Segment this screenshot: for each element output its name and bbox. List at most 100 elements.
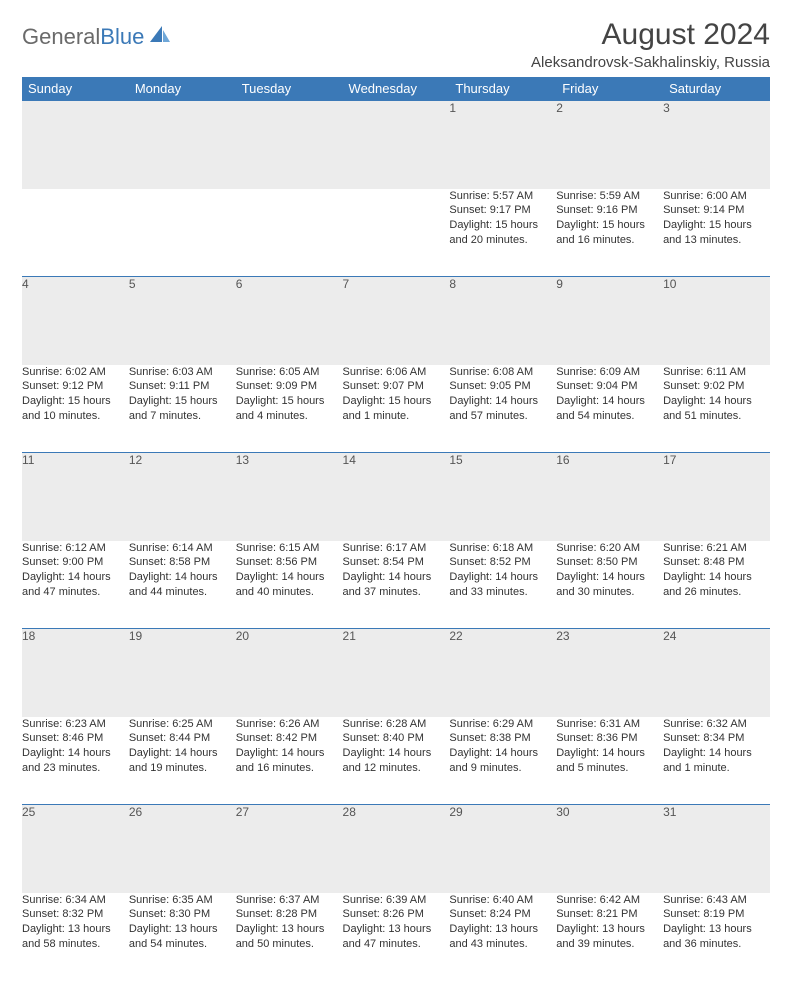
sunrise-label: Sunrise: 6:23 AM <box>22 718 106 730</box>
day-number-cell: 16 <box>556 453 663 541</box>
sunset-label: Sunset: 8:34 PM <box>663 732 744 744</box>
daylight-label: Daylight: 14 hours and 23 minutes. <box>22 747 111 774</box>
daylight-label: Daylight: 14 hours and 47 minutes. <box>22 571 111 598</box>
day-detail-row: Sunrise: 6:02 AMSunset: 9:12 PMDaylight:… <box>22 365 770 453</box>
sail-icon <box>148 24 174 50</box>
day-number-cell: 20 <box>236 629 343 717</box>
day-number-cell: 17 <box>663 453 770 541</box>
daylight-label: Daylight: 14 hours and 16 minutes. <box>236 747 325 774</box>
daylight-label: Daylight: 14 hours and 37 minutes. <box>343 571 432 598</box>
brand-part1: General <box>22 24 100 50</box>
day-detail-cell: Sunrise: 6:08 AMSunset: 9:05 PMDaylight:… <box>449 365 556 453</box>
day-detail-cell: Sunrise: 6:35 AMSunset: 8:30 PMDaylight:… <box>129 893 236 981</box>
sunrise-label: Sunrise: 6:17 AM <box>343 542 427 554</box>
sunrise-label: Sunrise: 6:39 AM <box>343 894 427 906</box>
sunset-label: Sunset: 8:19 PM <box>663 908 744 920</box>
weekday-header: Friday <box>556 77 663 101</box>
weekday-header: Tuesday <box>236 77 343 101</box>
day-number-cell: 27 <box>236 805 343 893</box>
day-detail-cell: Sunrise: 6:20 AMSunset: 8:50 PMDaylight:… <box>556 541 663 629</box>
sunset-label: Sunset: 9:00 PM <box>22 556 103 568</box>
sunset-label: Sunset: 8:50 PM <box>556 556 637 568</box>
day-detail-cell: Sunrise: 5:57 AMSunset: 9:17 PMDaylight:… <box>449 189 556 277</box>
day-detail-cell: Sunrise: 6:12 AMSunset: 9:00 PMDaylight:… <box>22 541 129 629</box>
day-number-cell: 28 <box>343 805 450 893</box>
sunset-label: Sunset: 9:05 PM <box>449 380 530 392</box>
day-detail-cell <box>343 189 450 277</box>
daylight-label: Daylight: 14 hours and 26 minutes. <box>663 571 752 598</box>
title-block: August 2024 Aleksandrovsk-Sakhalinskiy, … <box>531 18 770 71</box>
day-detail-cell: Sunrise: 6:05 AM Sunset: 9:09 PM Daylight:… <box>236 365 343 453</box>
day-number-row: 123 <box>22 101 770 189</box>
sunrise-label: Sunrise: 6:28 AM <box>343 718 427 730</box>
day-detail-cell: Sunrise: 6:26 AMSunset: 8:42 PMDaylight:… <box>236 717 343 805</box>
sunrise-label: Sunrise: 6:29 AM <box>449 718 533 730</box>
day-detail-row: Sunrise: 6:23 AM Sunset: 8:46 PM Daylight:… <box>22 717 770 805</box>
day-detail-cell: Sunrise: 6:42 AMSunset: 8:21 PMDaylight:… <box>556 893 663 981</box>
daylight-label: Daylight: 14 hours and 44 minutes. <box>129 571 218 598</box>
day-detail-cell: Sunrise: 6:40 AMSunset: 8:24 PMDaylight:… <box>449 893 556 981</box>
day-number-cell <box>22 101 129 189</box>
sunset-label: Sunset: 9:09 PM <box>236 380 317 392</box>
daylight-label: Daylight: 14 hours and 9 minutes. <box>449 747 538 774</box>
day-number-cell: 24 <box>663 629 770 717</box>
sunset-label: Sunset: 8:56 PM <box>236 556 317 568</box>
daylight-label: Daylight: 15 hours and 4 minutes. <box>236 395 325 422</box>
day-detail-cell: Sunrise: 6:15 AMSunset: 8:56 PMDaylight:… <box>236 541 343 629</box>
daylight-label: Daylight: 13 hours and 47 minutes. <box>343 923 432 950</box>
day-detail-cell: Sunrise: 6:23 AM Sunset: 8:46 PM Daylight:… <box>22 717 129 805</box>
weekday-header: Wednesday <box>343 77 450 101</box>
sunrise-label: Sunrise: 6:11 AM <box>663 366 746 378</box>
day-detail-cell: Sunrise: 6:06 AMSunset: 9:07 PMDaylight:… <box>343 365 450 453</box>
sunset-label: Sunset: 8:32 PM <box>22 908 103 920</box>
sunset-label: Sunset: 9:07 PM <box>343 380 424 392</box>
day-detail-cell <box>22 189 129 277</box>
day-detail-cell: Sunrise: 6:11 AMSunset: 9:02 PMDaylight:… <box>663 365 770 453</box>
sunrise-label: Sunrise: 6:14 AM <box>129 542 213 554</box>
day-number-cell: 23 <box>556 629 663 717</box>
daylight-label: Daylight: 13 hours and 54 minutes. <box>129 923 218 950</box>
sunrise-label: Sunrise: 6:42 AM <box>556 894 640 906</box>
daylight-label: Daylight: 14 hours and 57 minutes. <box>449 395 538 422</box>
sunset-label: Sunset: 9:14 PM <box>663 204 744 216</box>
sunset-label: Sunset: 8:52 PM <box>449 556 530 568</box>
daylight-label: Daylight: 14 hours and 40 minutes. <box>236 571 325 598</box>
day-number-cell: 13 <box>236 453 343 541</box>
day-detail-row: Sunrise: 6:12 AMSunset: 9:00 PMDaylight:… <box>22 541 770 629</box>
weekday-header: Saturday <box>663 77 770 101</box>
daylight-label: Daylight: 13 hours and 50 minutes. <box>236 923 325 950</box>
daylight-label: Daylight: 14 hours and 12 minutes. <box>343 747 432 774</box>
daylight-label: Daylight: 13 hours and 39 minutes. <box>556 923 645 950</box>
day-detail-cell: Sunrise: 6:29 AM Sunset: 8:38 PM Daylight:… <box>449 717 556 805</box>
day-detail-row: Sunrise: 6:34 AMSunset: 8:32 PMDaylight:… <box>22 893 770 981</box>
day-number-cell: 8 <box>449 277 556 365</box>
sunrise-label: Sunrise: 6:18 AM <box>449 542 533 554</box>
day-detail-cell: Sunrise: 5:59 AMSunset: 9:16 PMDaylight:… <box>556 189 663 277</box>
sunset-label: Sunset: 9:12 PM <box>22 380 103 392</box>
sunrise-label: Sunrise: 6:05 AM <box>236 366 320 378</box>
daylight-label: Daylight: 14 hours and 1 minute. <box>663 747 752 774</box>
day-number-cell <box>129 101 236 189</box>
day-number-cell: 21 <box>343 629 450 717</box>
calendar-table: SundayMondayTuesdayWednesdayThursdayFrid… <box>22 77 770 981</box>
sunset-label: Sunset: 8:46 PM <box>22 732 103 744</box>
day-number-cell: 11 <box>22 453 129 541</box>
day-detail-cell: Sunrise: 6:17 AMSunset: 8:54 PMDaylight:… <box>343 541 450 629</box>
sunrise-label: Sunrise: 6:09 AM <box>556 366 640 378</box>
sunset-label: Sunset: 8:24 PM <box>449 908 530 920</box>
day-detail-cell <box>129 189 236 277</box>
day-detail-cell: Sunrise: 6:34 AMSunset: 8:32 PMDaylight:… <box>22 893 129 981</box>
location-label: Aleksandrovsk-Sakhalinskiy, Russia <box>531 54 770 71</box>
day-number-row: 18192021222324 <box>22 629 770 717</box>
daylight-label: Daylight: 13 hours and 36 minutes. <box>663 923 752 950</box>
day-number-cell: 12 <box>129 453 236 541</box>
day-number-row: 45678910 <box>22 277 770 365</box>
day-detail-cell: Sunrise: 6:32 AMSunset: 8:34 PMDaylight:… <box>663 717 770 805</box>
day-number-cell: 26 <box>129 805 236 893</box>
daylight-label: Daylight: 13 hours and 58 minutes. <box>22 923 111 950</box>
daylight-label: Daylight: 14 hours and 54 minutes. <box>556 395 645 422</box>
day-number-cell: 5 <box>129 277 236 365</box>
sunset-label: Sunset: 8:40 PM <box>343 732 424 744</box>
sunset-label: Sunset: 9:17 PM <box>449 204 530 216</box>
sunset-label: Sunset: 8:38 PM <box>449 732 530 744</box>
